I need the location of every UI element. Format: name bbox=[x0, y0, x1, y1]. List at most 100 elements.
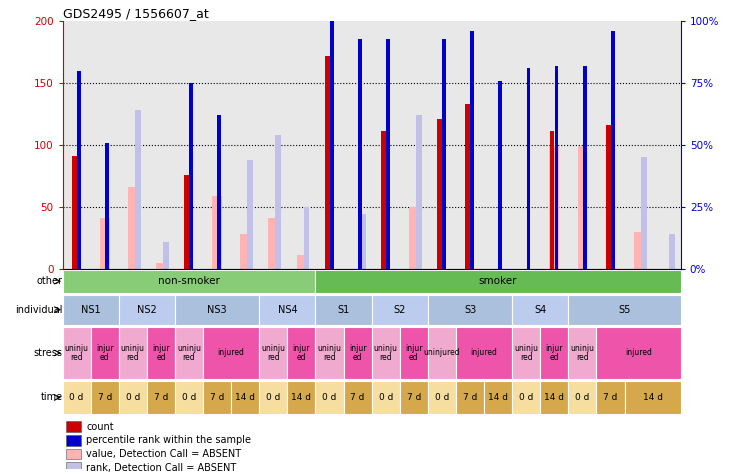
Text: NS1: NS1 bbox=[81, 305, 101, 315]
Bar bbox=[203, 328, 259, 379]
Bar bbox=[611, 31, 615, 269]
Bar bbox=[540, 328, 568, 379]
Text: injur
ed: injur ed bbox=[545, 344, 563, 362]
Text: NS4: NS4 bbox=[277, 305, 297, 315]
Bar bbox=[400, 328, 428, 379]
Text: 0 d: 0 d bbox=[69, 393, 84, 402]
Bar bbox=[77, 71, 81, 269]
Text: 0 d: 0 d bbox=[576, 393, 590, 402]
Bar bbox=[135, 110, 141, 269]
Bar bbox=[147, 328, 175, 379]
Text: percentile rank within the sample: percentile rank within the sample bbox=[86, 436, 251, 446]
Text: injur
ed: injur ed bbox=[349, 344, 367, 362]
Text: rank, Detection Call = ABSENT: rank, Detection Call = ABSENT bbox=[86, 463, 236, 473]
Text: 14 d: 14 d bbox=[643, 393, 662, 402]
Bar bbox=[641, 157, 647, 269]
Bar bbox=[287, 328, 316, 379]
Bar bbox=[325, 56, 330, 269]
Bar bbox=[259, 381, 287, 414]
Bar bbox=[568, 381, 596, 414]
Bar bbox=[118, 294, 175, 325]
Text: S1: S1 bbox=[337, 305, 350, 315]
Bar bbox=[400, 381, 428, 414]
Text: 0 d: 0 d bbox=[519, 393, 534, 402]
Bar bbox=[275, 135, 281, 269]
Text: NS2: NS2 bbox=[137, 305, 157, 315]
Text: uninju
red: uninju red bbox=[374, 344, 397, 362]
Text: 14 d: 14 d bbox=[291, 393, 311, 402]
Text: GDS2495 / 1556607_at: GDS2495 / 1556607_at bbox=[63, 7, 208, 20]
Bar bbox=[550, 131, 554, 269]
Text: uninju
red: uninju red bbox=[317, 344, 342, 362]
Text: S3: S3 bbox=[464, 305, 476, 315]
Bar bbox=[596, 328, 681, 379]
Text: 7 d: 7 d bbox=[407, 393, 421, 402]
Bar bbox=[512, 294, 568, 325]
Bar bbox=[91, 381, 118, 414]
Bar bbox=[634, 232, 643, 269]
Text: uninju
red: uninju red bbox=[65, 344, 88, 362]
Text: injur
ed: injur ed bbox=[152, 344, 170, 362]
Text: non-smoker: non-smoker bbox=[158, 276, 220, 286]
Bar bbox=[428, 294, 512, 325]
Bar bbox=[316, 328, 344, 379]
Text: S2: S2 bbox=[394, 305, 406, 315]
Bar bbox=[540, 381, 568, 414]
Bar bbox=[437, 119, 442, 269]
Bar bbox=[185, 175, 189, 269]
Bar bbox=[303, 207, 309, 269]
Bar bbox=[128, 187, 138, 269]
Bar bbox=[63, 381, 91, 414]
Bar bbox=[63, 270, 316, 293]
Text: injur
ed: injur ed bbox=[96, 344, 113, 362]
Bar bbox=[297, 255, 306, 269]
Bar bbox=[175, 328, 203, 379]
Text: uninju
red: uninju red bbox=[177, 344, 201, 362]
Bar bbox=[118, 381, 147, 414]
Bar bbox=[118, 328, 147, 379]
Bar bbox=[63, 328, 91, 379]
Bar bbox=[372, 328, 400, 379]
Text: 7 d: 7 d bbox=[154, 393, 168, 402]
Text: 7 d: 7 d bbox=[463, 393, 477, 402]
Text: 0 d: 0 d bbox=[435, 393, 449, 402]
Bar bbox=[555, 66, 559, 269]
Bar bbox=[568, 328, 596, 379]
Bar bbox=[100, 218, 110, 269]
Bar bbox=[259, 294, 316, 325]
Bar bbox=[625, 381, 681, 414]
Bar bbox=[212, 196, 222, 269]
Bar bbox=[465, 104, 470, 269]
Bar bbox=[259, 328, 287, 379]
Bar bbox=[316, 270, 681, 293]
Text: smoker: smoker bbox=[479, 276, 517, 286]
Bar bbox=[578, 146, 587, 269]
Bar bbox=[269, 218, 278, 269]
Text: individual: individual bbox=[15, 305, 63, 315]
Text: time: time bbox=[40, 392, 63, 402]
Bar bbox=[583, 66, 587, 269]
Text: S4: S4 bbox=[534, 305, 546, 315]
Bar bbox=[526, 68, 531, 269]
Bar bbox=[287, 381, 316, 414]
Bar bbox=[381, 131, 386, 269]
Bar bbox=[344, 328, 372, 379]
Text: NS3: NS3 bbox=[208, 305, 227, 315]
Bar bbox=[606, 125, 611, 269]
Text: injur
ed: injur ed bbox=[293, 344, 310, 362]
Bar bbox=[358, 39, 362, 269]
Text: 0 d: 0 d bbox=[322, 393, 336, 402]
Text: 7 d: 7 d bbox=[350, 393, 365, 402]
Text: value, Detection Call = ABSENT: value, Detection Call = ABSENT bbox=[86, 449, 241, 459]
Text: uninju
red: uninju red bbox=[570, 344, 595, 362]
Bar bbox=[330, 0, 333, 269]
Bar bbox=[568, 294, 681, 325]
Text: injured: injured bbox=[218, 348, 244, 357]
Bar bbox=[512, 381, 540, 414]
Bar bbox=[240, 234, 250, 269]
Bar bbox=[175, 294, 259, 325]
Bar bbox=[217, 115, 222, 269]
Bar bbox=[63, 294, 118, 325]
Bar bbox=[316, 294, 372, 325]
Bar bbox=[442, 39, 446, 269]
